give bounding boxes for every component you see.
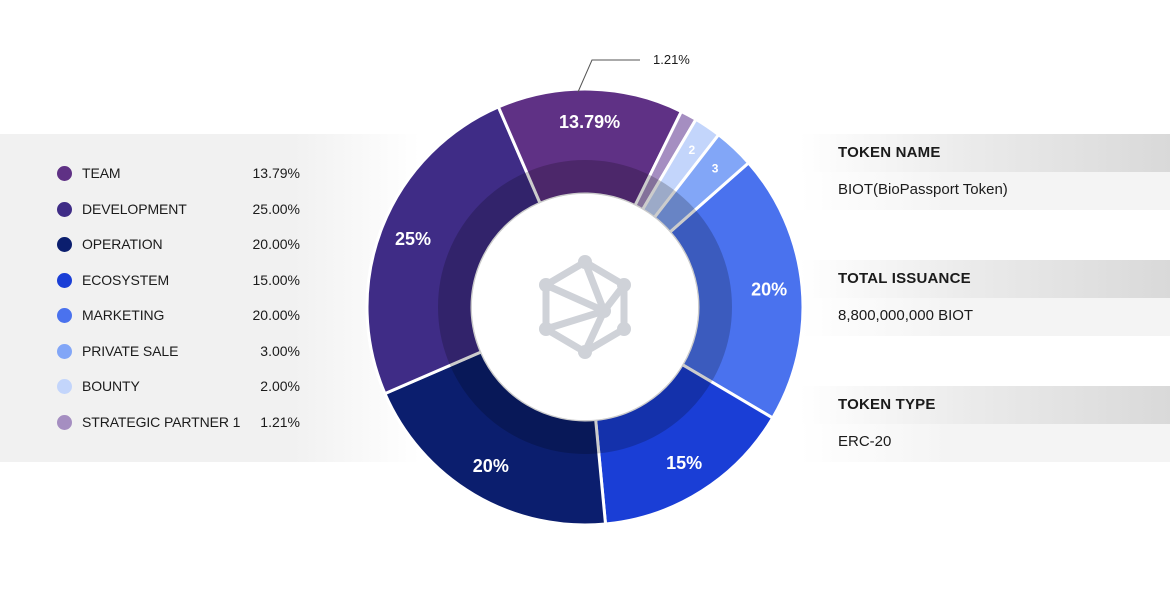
legend-value: 1.21% xyxy=(260,414,300,430)
legend-label: ECOSYSTEM xyxy=(82,272,170,288)
total-issuance-value: 8,800,000,000 BIOT xyxy=(838,307,974,324)
legend-item-marketing: MARKETING 20.00% xyxy=(57,305,300,325)
total-issuance-value-band xyxy=(800,298,1170,336)
callout-leader-line xyxy=(577,59,640,93)
legend-swatch xyxy=(57,307,72,323)
legend-label: MARKETING xyxy=(82,307,165,323)
legend-label: DEVELOPMENT xyxy=(82,201,187,217)
slice-label-marketing: 20% xyxy=(751,280,787,300)
legend-item-bounty: BOUNTY 2.00% xyxy=(57,376,300,396)
legend-value: 3.00% xyxy=(260,343,300,359)
legend-swatch xyxy=(57,165,72,181)
legend-label: PRIVATE SALE xyxy=(82,343,179,359)
legend-item-ecosystem: ECOSYSTEM 15.00% xyxy=(57,270,300,290)
legend-swatch xyxy=(57,272,72,288)
token-type-band xyxy=(800,386,1170,424)
legend-swatch xyxy=(57,414,72,430)
legend-item-private-sale: PRIVATE SALE 3.00% xyxy=(57,341,300,361)
token-type-label: TOKEN TYPE xyxy=(838,396,936,413)
legend-swatch xyxy=(57,378,72,394)
legend-value: 20.00% xyxy=(252,236,300,252)
legend-value: 13.79% xyxy=(252,165,300,181)
token-type-value: ERC-20 xyxy=(838,433,892,450)
legend-label: OPERATION xyxy=(82,236,163,252)
token-name-value-band xyxy=(800,172,1170,210)
slice-label-development: 25% xyxy=(395,229,431,249)
legend-value: 20.00% xyxy=(252,307,300,323)
slice-label-ecosystem: 15% xyxy=(666,453,702,473)
legend-item-strategic-partner-1: STRATEGIC PARTNER 1 1.21% xyxy=(57,412,300,432)
legend-swatch xyxy=(57,201,72,217)
slice-label-private-sale: 3 xyxy=(712,161,719,175)
total-issuance-band xyxy=(800,260,1170,298)
legend-item-development: DEVELOPMENT 25.00% xyxy=(57,199,300,219)
legend-panel: TEAM 13.79% DEVELOPMENT 25.00% OPERATION… xyxy=(0,134,420,462)
callout-label: 1.21% xyxy=(653,52,690,67)
legend-label: STRATEGIC PARTNER 1 xyxy=(82,414,241,430)
slice-label-operation: 20% xyxy=(473,456,509,476)
callout: 1.21% xyxy=(577,52,690,93)
legend-item-operation: OPERATION 20.00% xyxy=(57,234,300,254)
token-name-band xyxy=(800,134,1170,172)
legend-label: BOUNTY xyxy=(82,378,140,394)
legend-swatch xyxy=(57,343,72,359)
slice-label-team: 13.79% xyxy=(559,112,620,132)
donut-slices xyxy=(365,87,805,527)
legend-swatch xyxy=(57,236,72,252)
donut-slice-labels: 20% 15% 20% 25% 13.79% 2 3 xyxy=(395,112,787,476)
legend-value: 15.00% xyxy=(252,272,300,288)
legend-label: TEAM xyxy=(82,165,121,181)
legend-value: 25.00% xyxy=(252,201,300,217)
total-issuance-label: TOTAL ISSUANCE xyxy=(838,270,971,287)
token-name-value: BIOT(BioPassport Token) xyxy=(838,181,1008,198)
legend-value: 2.00% xyxy=(260,378,300,394)
inner-ring-shadow xyxy=(438,160,732,454)
token-name-label: TOKEN NAME xyxy=(838,144,941,161)
donut-center xyxy=(472,194,698,420)
slice-label-bounty: 2 xyxy=(688,143,695,157)
network-cube-icon xyxy=(539,255,631,359)
token-type-value-band xyxy=(800,424,1170,462)
legend-item-team: TEAM 13.79% xyxy=(57,163,300,183)
